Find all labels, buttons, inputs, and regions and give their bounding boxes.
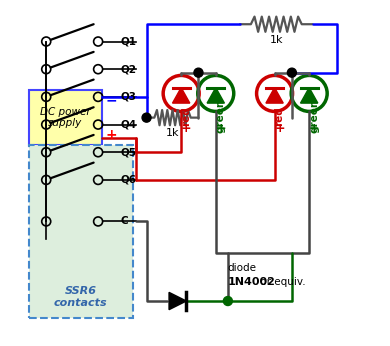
Text: C: C	[121, 217, 128, 226]
Text: Q6: Q6	[121, 175, 136, 185]
FancyBboxPatch shape	[29, 90, 101, 145]
Text: 1k: 1k	[269, 35, 283, 45]
Text: −: −	[105, 93, 117, 107]
Text: +: +	[275, 121, 285, 135]
Polygon shape	[207, 88, 224, 103]
Text: Q5: Q5	[121, 147, 136, 157]
Text: SSR6
contacts: SSR6 contacts	[54, 286, 108, 308]
Text: 1N4002: 1N4002	[228, 277, 276, 287]
Polygon shape	[169, 292, 186, 310]
Text: Q1: Q1	[121, 37, 136, 46]
Text: Q2: Q2	[121, 64, 136, 74]
Circle shape	[223, 297, 232, 306]
Text: diode: diode	[228, 263, 257, 273]
Text: red: red	[181, 106, 191, 126]
Circle shape	[194, 68, 203, 77]
Polygon shape	[301, 88, 318, 103]
Text: Q3: Q3	[121, 92, 136, 102]
FancyBboxPatch shape	[29, 145, 133, 318]
Text: red: red	[275, 106, 285, 126]
Text: green: green	[309, 99, 319, 133]
Circle shape	[287, 68, 296, 77]
Text: DC power
supply: DC power supply	[40, 107, 90, 128]
Text: 1k: 1k	[166, 128, 179, 138]
Text: +: +	[181, 121, 191, 135]
Circle shape	[142, 113, 151, 122]
Text: +: +	[216, 121, 226, 135]
Text: green: green	[216, 99, 226, 133]
Polygon shape	[266, 88, 283, 103]
Text: +: +	[309, 121, 320, 135]
Polygon shape	[172, 88, 190, 103]
Text: or equiv.: or equiv.	[257, 277, 306, 287]
Text: Q4: Q4	[121, 120, 137, 129]
Text: +: +	[105, 128, 117, 142]
